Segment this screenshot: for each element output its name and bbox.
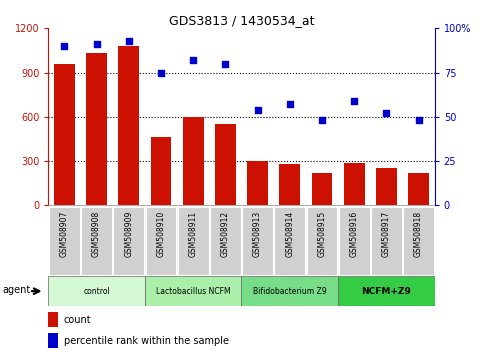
Text: NCFM+Z9: NCFM+Z9 (361, 287, 412, 296)
Bar (242, 276, 338, 306)
Bar (210, 207, 241, 275)
Text: GSM508915: GSM508915 (317, 211, 327, 257)
Bar (403, 207, 434, 275)
Point (415, 118, 423, 123)
Point (189, 57, 197, 63)
Text: GSM508908: GSM508908 (92, 211, 101, 257)
Point (125, 38, 133, 44)
Point (254, 107, 261, 113)
Bar (312, 173, 332, 205)
Bar (274, 207, 305, 275)
Text: Lactobacillus NCFM: Lactobacillus NCFM (156, 287, 230, 296)
Point (93, 41, 100, 47)
Point (60, 43, 68, 49)
Point (383, 110, 390, 116)
Bar (86, 53, 107, 205)
Text: agent: agent (2, 285, 30, 295)
Bar (54, 64, 75, 205)
Bar (183, 117, 204, 205)
Bar (49, 207, 80, 275)
Point (350, 98, 358, 104)
Bar (247, 161, 268, 205)
Point (157, 70, 165, 75)
Bar (242, 207, 273, 275)
Text: GSM508907: GSM508907 (60, 211, 69, 257)
Bar (48, 333, 58, 348)
Bar (48, 276, 145, 306)
Text: GSM508914: GSM508914 (285, 211, 294, 257)
Bar (114, 207, 144, 275)
Bar (145, 276, 242, 306)
Bar (344, 162, 365, 205)
Bar (371, 207, 402, 275)
Bar (48, 312, 58, 327)
Bar (339, 207, 369, 275)
Text: GSM508909: GSM508909 (124, 211, 133, 257)
Point (222, 61, 229, 67)
Text: Bifidobacterium Z9: Bifidobacterium Z9 (253, 287, 327, 296)
Bar (118, 46, 139, 205)
Text: GSM508913: GSM508913 (253, 211, 262, 257)
Bar (145, 207, 176, 275)
Bar (81, 207, 112, 275)
Bar (376, 168, 397, 205)
Text: GSM508918: GSM508918 (414, 211, 423, 257)
Point (286, 102, 294, 107)
Text: GSM508916: GSM508916 (350, 211, 359, 257)
Text: GDS3813 / 1430534_at: GDS3813 / 1430534_at (169, 14, 314, 27)
Text: GSM508910: GSM508910 (156, 211, 166, 257)
Bar (338, 276, 435, 306)
Text: GSM508911: GSM508911 (189, 211, 198, 257)
Text: count: count (64, 315, 91, 325)
Text: GSM508917: GSM508917 (382, 211, 391, 257)
Bar (408, 173, 429, 205)
Text: control: control (83, 287, 110, 296)
Bar (279, 164, 300, 205)
Bar (215, 124, 236, 205)
Bar (178, 207, 209, 275)
Bar (307, 207, 338, 275)
Text: GSM508912: GSM508912 (221, 211, 230, 257)
Bar (151, 137, 171, 205)
Point (318, 118, 326, 123)
Text: percentile rank within the sample: percentile rank within the sample (64, 336, 229, 346)
